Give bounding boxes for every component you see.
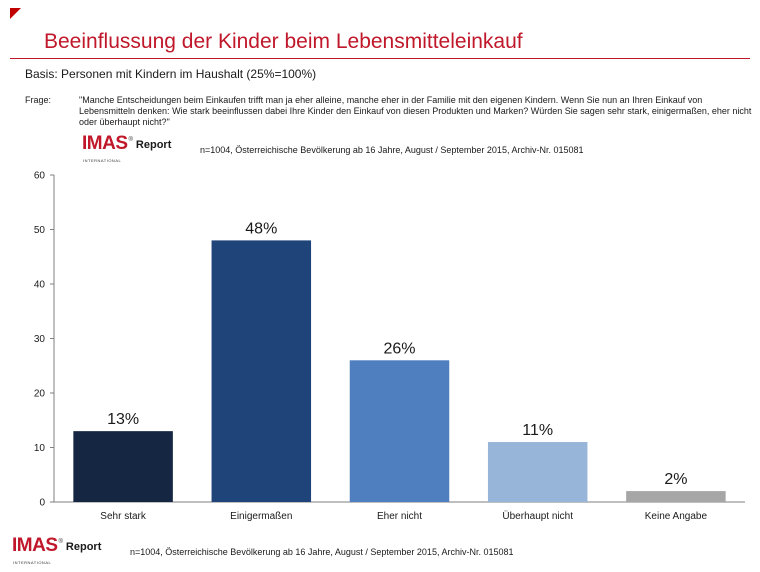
imas-logo-subtitle-bottom: INTERNATIONAL <box>13 560 52 565</box>
y-tick-label: 30 <box>34 334 46 345</box>
data-label: 2% <box>664 471 687 488</box>
y-tick-label: 20 <box>34 389 46 400</box>
corner-mark <box>10 8 21 19</box>
bar <box>73 431 173 502</box>
imas-logo-report-bottom: Report <box>65 541 102 553</box>
title-divider <box>10 58 750 59</box>
question-text: "Manche Entscheidungen beim Einkaufen tr… <box>79 95 752 127</box>
bar <box>487 442 588 502</box>
y-tick-label: 0 <box>39 498 45 509</box>
x-tick-label: Einigermaßen <box>230 511 292 522</box>
y-tick-label: 60 <box>34 171 46 182</box>
data-label: 13% <box>107 411 139 428</box>
x-tick-label: Überhaupt nicht <box>502 510 573 522</box>
imas-logo-bottom: IMAS INTERNATIONAL ® Report <box>12 536 102 565</box>
basis-note: Basis: Personen mit Kindern im Haushalt … <box>25 67 317 81</box>
imas-logo-wordmark-bottom: IMAS INTERNATIONAL <box>12 536 58 565</box>
y-tick-label: 10 <box>34 443 46 454</box>
sample-note-bottom: n=1004, Österreichische Bevölkerung ab 1… <box>130 547 514 557</box>
imas-logo-top: IMAS INTERNATIONAL ® Report <box>82 134 172 163</box>
x-tick-label: Sehr stark <box>100 511 147 522</box>
bar <box>211 240 312 502</box>
bar <box>626 491 726 502</box>
registered-mark-bottom: ® <box>58 539 63 545</box>
data-label: 11% <box>522 422 553 439</box>
y-tick-label: 50 <box>34 225 46 236</box>
question-label: Frage: <box>25 95 52 105</box>
registered-mark: ® <box>128 137 133 143</box>
bar <box>349 360 450 502</box>
y-tick-label: 40 <box>34 280 46 291</box>
page-title: Beeinflussung der Kinder beim Lebensmitt… <box>44 30 523 53</box>
x-tick-label: Keine Angabe <box>645 511 708 522</box>
data-label: 48% <box>245 220 277 237</box>
x-tick-label: Eher nicht <box>377 511 422 522</box>
imas-logo-wordmark: IMAS INTERNATIONAL <box>82 134 128 163</box>
data-label: 26% <box>383 340 415 357</box>
imas-logo-report: Report <box>135 139 172 151</box>
sample-note-top: n=1004, Österreichische Bevölkerung ab 1… <box>200 145 584 155</box>
imas-logo-subtitle: INTERNATIONAL <box>83 158 122 163</box>
